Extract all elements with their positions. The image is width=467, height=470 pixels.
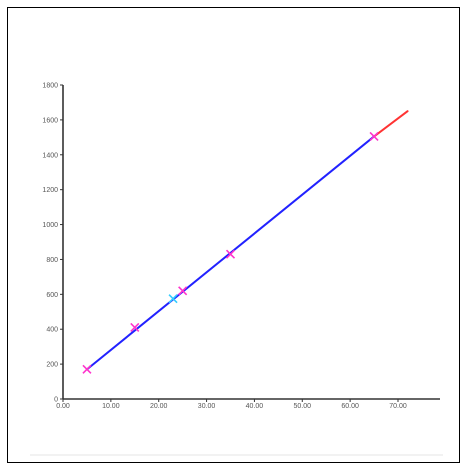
x-tick-label: 20.00 [150,403,168,410]
x-tick-label: 10.00 [102,403,120,410]
x-tick-label: 70.00 [389,403,407,410]
data-point-marker[interactable] [130,322,140,333]
axes [62,85,440,400]
x-axis-ticks: 0.00 10.00 20.00 30.00 40.00 50.00 60.00 70.00 [56,399,407,410]
y-tick-label: 1000 [42,222,58,229]
y-tick-label: 1400 [42,152,58,159]
y-tick-label: 1800 [42,83,58,90]
y-tick-label: 1600 [42,117,58,124]
data-point-marker[interactable] [168,294,178,304]
x-tick-label: 0.00 [56,403,70,410]
data-point-marker[interactable] [369,131,379,142]
chart-frame [7,7,460,463]
x-tick-label: 40.00 [246,403,264,410]
data-points [82,131,379,374]
y-tick-label: 800 [46,257,58,264]
y-tick-label: 600 [46,292,58,299]
y-tick-label: 200 [46,362,58,369]
x-tick-label: 60.00 [341,403,359,410]
fit-lines [85,110,409,371]
y-tick-label: 400 [46,327,58,334]
extrapolation-line [373,110,409,138]
y-axis-ticks: 0 200 400 600 800 1000 1200 1400 1600 1800 [42,83,63,404]
x-tick-label: 50.00 [294,403,312,410]
data-point-marker[interactable] [225,249,236,259]
y-tick-label: 0 [54,397,58,404]
y-tick-label: 1200 [42,187,58,194]
data-point-marker[interactable] [178,286,188,296]
fit-line [85,135,376,371]
data-point-marker[interactable] [82,364,92,374]
x-tick-label: 30.00 [198,403,216,410]
